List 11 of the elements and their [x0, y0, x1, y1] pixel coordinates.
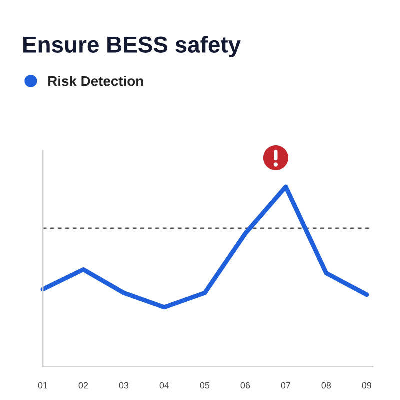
x-tick-label: 01	[38, 382, 48, 389]
chart-title: Ensure BESS safety	[24, 36, 241, 58]
x-tick-label: 08	[322, 382, 332, 389]
x-tick-label: 03	[119, 382, 129, 389]
x-tick-label: 02	[78, 382, 88, 389]
x-tick-label: 07	[281, 382, 291, 389]
x-tick-label: 06	[240, 382, 250, 389]
x-tick-label: 09	[362, 382, 372, 389]
x-tick-label: 04	[160, 382, 170, 389]
legend-label: Risk Detection	[48, 76, 144, 86]
x-tick-label: 05	[200, 382, 210, 389]
